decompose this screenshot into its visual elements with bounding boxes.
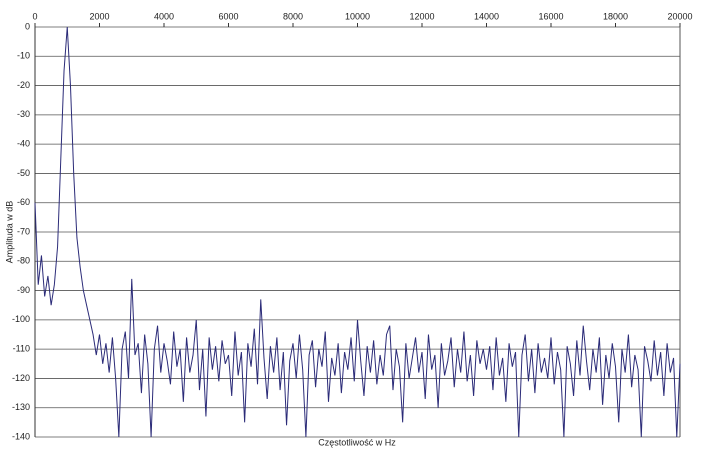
x-tick-label: 6000 [218,11,238,21]
y-tick-label: -70 [17,226,30,236]
y-tick-label: -140 [12,431,30,441]
x-tick-label: 4000 [154,11,174,21]
y-tick-label: -10 [17,51,30,61]
x-axis-label: Częstotliwość w Hz [318,437,396,447]
x-tick-label: 14000 [474,11,499,21]
y-tick-label: -100 [12,314,30,324]
y-tick-label: -110 [13,344,30,354]
y-tick-label: -130 [12,402,30,412]
y-tick-label: -80 [17,256,30,266]
x-tick-label: 0 [32,11,37,21]
x-tick-label: 8000 [283,11,303,21]
y-tick-label: -20 [17,80,30,90]
x-tick-label: 16000 [538,11,563,21]
y-tick-label: -120 [12,373,30,383]
y-tick-label: -40 [17,139,30,149]
x-tick-label: 10000 [345,11,370,21]
y-tick-label: 0 [25,21,30,31]
y-tick-label: -60 [17,197,30,207]
spectrum-line [34,26,681,438]
y-tick-label: -30 [17,109,30,119]
y-axis-label: Amplituda w dB [4,201,14,264]
y-tick-label: -50 [17,168,30,178]
x-tick-label: 18000 [603,11,628,21]
x-tick-label: 12000 [409,11,434,21]
y-tick-label: -90 [17,285,30,295]
x-tick-label: 2000 [89,11,109,21]
x-tick-label: 20000 [667,11,692,21]
